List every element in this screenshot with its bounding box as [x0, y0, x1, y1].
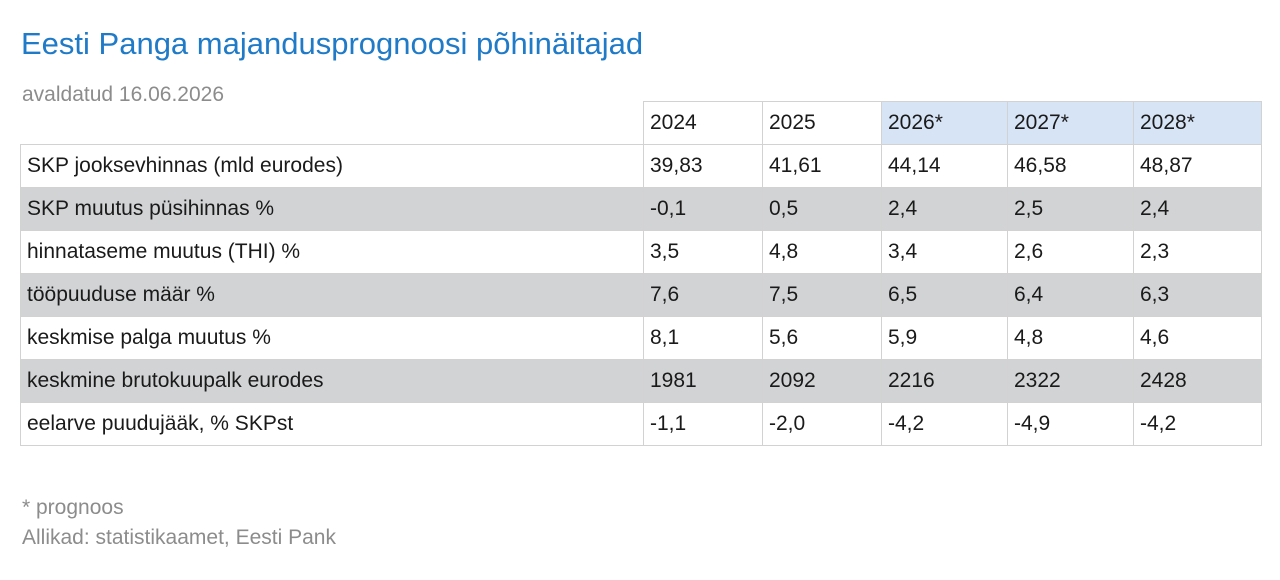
table-cell: 2,5	[1007, 187, 1134, 231]
table-cell: 41,61	[762, 144, 882, 188]
table-cell: 2428	[1133, 359, 1262, 403]
column-header: 2024	[643, 101, 763, 145]
table-cell: 2,3	[1133, 230, 1262, 274]
table-cell: 4,8	[762, 230, 882, 274]
table-cell: 46,58	[1007, 144, 1134, 188]
forecast-footnote: * prognoos	[22, 496, 124, 519]
table-row: tööpuuduse määr % 7,6 7,5 6,5 6,4 6,3	[20, 273, 1262, 317]
header-corner-cell	[20, 101, 644, 145]
row-label: SKP muutus püsihinnas %	[20, 187, 644, 231]
table-cell: 3,4	[881, 230, 1008, 274]
table-cell: -4,2	[881, 402, 1008, 446]
row-label: hinnataseme muutus (THI) %	[20, 230, 644, 274]
column-header-forecast: 2028*	[1133, 101, 1262, 145]
table-row: SKP jooksevhinnas (mld eurodes) 39,83 41…	[20, 144, 1262, 188]
table-cell: -4,9	[1007, 402, 1134, 446]
table-cell: 7,5	[762, 273, 882, 317]
table-cell: -4,2	[1133, 402, 1262, 446]
table-cell: 44,14	[881, 144, 1008, 188]
table-cell: 6,5	[881, 273, 1008, 317]
table-cell: 1981	[643, 359, 763, 403]
column-header: 2025	[762, 101, 882, 145]
table-row: keskmine brutokuupalk eurodes 1981 2092 …	[20, 359, 1262, 403]
column-header-forecast: 2026*	[881, 101, 1008, 145]
table-cell: 2,4	[1133, 187, 1262, 231]
table-cell: -1,1	[643, 402, 763, 446]
row-label: tööpuuduse määr %	[20, 273, 644, 317]
table-row: keskmise palga muutus % 8,1 5,6 5,9 4,8 …	[20, 316, 1262, 360]
table-cell: 4,8	[1007, 316, 1134, 360]
table-cell: 39,83	[643, 144, 763, 188]
table-cell: 6,4	[1007, 273, 1134, 317]
publish-date: avaldatud 16.06.2026	[22, 83, 225, 106]
source-note: Allikad: statistikaamet, Eesti Pank	[22, 526, 336, 549]
table-row: SKP muutus püsihinnas % -0,1 0,5 2,4 2,5…	[20, 187, 1262, 231]
table-notes: * prognoos Allikad: statistikaamet, Eest…	[22, 493, 336, 553]
table-row: hinnataseme muutus (THI) % 3,5 4,8 3,4 2…	[20, 230, 1262, 274]
table-cell: 2,4	[881, 187, 1008, 231]
table-cell: 8,1	[643, 316, 763, 360]
page-title: Eesti Panga majandusprognoosi põhinäitaj…	[21, 26, 644, 61]
table-cell: 2,6	[1007, 230, 1134, 274]
table-cell: 2322	[1007, 359, 1134, 403]
table-cell: 5,6	[762, 316, 882, 360]
table-cell: 4,6	[1133, 316, 1262, 360]
column-header-forecast: 2027*	[1007, 101, 1134, 145]
table-cell: -2,0	[762, 402, 882, 446]
table-cell: 2092	[762, 359, 882, 403]
indicators-table: 2024 2025 2026* 2027* 2028* SKP jooksevh…	[20, 101, 1262, 446]
row-label: eelarve puudujääk, % SKPst	[20, 402, 644, 446]
table-cell: 0,5	[762, 187, 882, 231]
table-cell: 3,5	[643, 230, 763, 274]
table-row: eelarve puudujääk, % SKPst -1,1 -2,0 -4,…	[20, 402, 1262, 446]
table-cell: 2216	[881, 359, 1008, 403]
table-cell: 48,87	[1133, 144, 1262, 188]
table-cell: 7,6	[643, 273, 763, 317]
table-cell: 5,9	[881, 316, 1008, 360]
table-cell: 6,3	[1133, 273, 1262, 317]
row-label: keskmise palga muutus %	[20, 316, 644, 360]
table-cell: -0,1	[643, 187, 763, 231]
table-header-row: 2024 2025 2026* 2027* 2028*	[20, 101, 1262, 145]
row-label: keskmine brutokuupalk eurodes	[20, 359, 644, 403]
row-label: SKP jooksevhinnas (mld eurodes)	[20, 144, 644, 188]
